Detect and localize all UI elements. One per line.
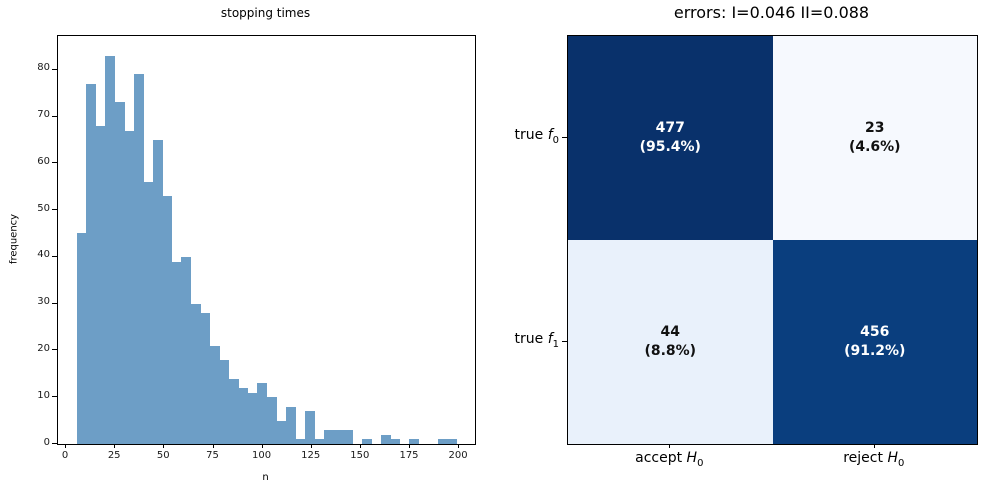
cell-percent: (8.8%) bbox=[644, 343, 697, 359]
x-axis-tick-label: 75 bbox=[206, 450, 219, 461]
histogram-bar bbox=[86, 83, 97, 444]
histogram-bar bbox=[181, 256, 192, 444]
histogram-bar bbox=[171, 261, 182, 444]
x-axis-tick bbox=[65, 444, 67, 448]
y-axis-tick-label: 60 bbox=[37, 155, 50, 167]
confusion-cell-r1c0: 44 (8.8%) bbox=[568, 240, 773, 444]
x-axis-tick-label: 25 bbox=[107, 450, 121, 461]
cell-count: 23 bbox=[865, 120, 885, 136]
histogram-bar bbox=[162, 196, 173, 444]
y-axis-tick bbox=[52, 396, 57, 398]
cell-percent: (4.6%) bbox=[848, 139, 901, 155]
histogram-bar bbox=[190, 303, 201, 444]
x-axis-tick bbox=[261, 444, 263, 448]
histogram-axes bbox=[57, 35, 476, 445]
y-axis-tick bbox=[52, 349, 57, 351]
histogram-bar bbox=[247, 392, 258, 444]
histogram-bar bbox=[228, 378, 239, 444]
matrix-col-tick bbox=[669, 444, 671, 448]
y-axis-tick bbox=[52, 209, 57, 211]
y-axis-tick-label: 70 bbox=[37, 109, 50, 120]
y-axis-tick bbox=[52, 443, 57, 444]
cell-percent: (91.2%) bbox=[844, 343, 906, 359]
confusion-cell-r0c1: 23 (4.6%) bbox=[772, 36, 977, 240]
y-axis-tick bbox=[52, 68, 57, 70]
confusion-matrix: 477 (95.4%) 23 (4.6%) 44 (8.8%) 456 (91.2%) bbox=[567, 35, 978, 445]
cell-count: 477 bbox=[655, 120, 685, 136]
x-axis-tick bbox=[163, 444, 165, 448]
histogram-bars-layer bbox=[58, 36, 475, 444]
y-axis-tick-label: 0 bbox=[43, 436, 50, 448]
y-axis-tick-label: 80 bbox=[37, 62, 50, 74]
x-axis-tick bbox=[212, 444, 214, 448]
matrix-row-label-1: true f1 bbox=[514, 331, 560, 350]
histogram-bar bbox=[323, 429, 334, 444]
y-axis-tick-label: 20 bbox=[37, 342, 50, 354]
histogram-x-axis-label: n bbox=[262, 472, 269, 483]
histogram-bar bbox=[447, 439, 458, 444]
cell-count: 44 bbox=[660, 324, 680, 340]
histogram-bar bbox=[219, 359, 230, 444]
histogram-bar bbox=[361, 439, 372, 444]
x-axis-tick bbox=[310, 444, 312, 448]
histogram-bar bbox=[105, 55, 116, 444]
histogram-bar bbox=[276, 420, 287, 444]
matrix-row-tick bbox=[562, 137, 567, 138]
histogram-bar bbox=[209, 345, 220, 444]
histogram-bar bbox=[295, 439, 306, 444]
histogram-bar bbox=[238, 387, 249, 444]
x-axis-tick bbox=[458, 444, 460, 448]
y-axis-tick-label: 40 bbox=[37, 249, 50, 261]
confusion-matrix-title: errors: I=0.046 II=0.088 bbox=[673, 3, 870, 22]
histogram-bar bbox=[285, 406, 296, 444]
histogram-bar bbox=[124, 130, 135, 444]
histogram-bar bbox=[409, 439, 420, 444]
histogram-title: stopping times bbox=[220, 6, 311, 20]
y-axis-tick bbox=[52, 162, 57, 164]
y-axis-tick bbox=[52, 115, 57, 117]
confusion-cell-r1c1: 456 (91.2%) bbox=[772, 240, 977, 444]
x-axis-tick-label: 125 bbox=[301, 450, 321, 461]
matrix-col-label-1: reject H0 bbox=[843, 450, 905, 469]
matrix-col-label-0: accept H0 bbox=[635, 450, 704, 469]
x-axis-tick bbox=[409, 444, 410, 448]
histogram-bar bbox=[304, 411, 315, 444]
histogram-bar bbox=[437, 439, 448, 444]
confusion-cell-r0c0: 477 (95.4%) bbox=[568, 36, 773, 240]
histogram-bar bbox=[342, 429, 353, 444]
matrix-row-label-0: true f0 bbox=[514, 127, 560, 146]
histogram-bar bbox=[266, 397, 277, 444]
histogram-bar bbox=[200, 313, 211, 444]
x-axis-tick-label: 150 bbox=[350, 450, 370, 461]
y-axis-tick bbox=[52, 302, 57, 304]
cell-count: 456 bbox=[860, 324, 890, 340]
y-axis-tick-label: 10 bbox=[37, 389, 50, 401]
histogram-bar bbox=[257, 383, 268, 444]
histogram-bar bbox=[390, 439, 401, 444]
x-axis-tick-label: 200 bbox=[448, 450, 468, 461]
x-axis-tick-label: 50 bbox=[156, 450, 170, 461]
x-axis-tick-label: 100 bbox=[252, 450, 272, 461]
y-axis-tick-label: 30 bbox=[37, 296, 50, 308]
matrix-col-tick bbox=[873, 444, 875, 448]
y-axis-tick-label: 50 bbox=[37, 202, 50, 214]
x-axis-tick-label: 175 bbox=[399, 450, 419, 461]
histogram-bar bbox=[314, 439, 325, 444]
x-axis-tick bbox=[114, 444, 116, 448]
histogram-bar bbox=[133, 74, 144, 444]
histogram-bar bbox=[380, 434, 391, 444]
matrix-row-tick bbox=[562, 341, 567, 342]
histogram-bar bbox=[95, 125, 106, 444]
cell-percent: (95.4%) bbox=[639, 139, 701, 155]
x-axis-tick bbox=[359, 444, 361, 448]
histogram-bar bbox=[333, 429, 344, 444]
histogram-bar bbox=[114, 102, 125, 444]
x-axis-tick-label: 0 bbox=[61, 450, 69, 461]
histogram-bar bbox=[76, 233, 87, 444]
histogram-bar bbox=[143, 181, 154, 444]
histogram-bar bbox=[152, 139, 163, 444]
y-axis-tick bbox=[52, 255, 57, 257]
